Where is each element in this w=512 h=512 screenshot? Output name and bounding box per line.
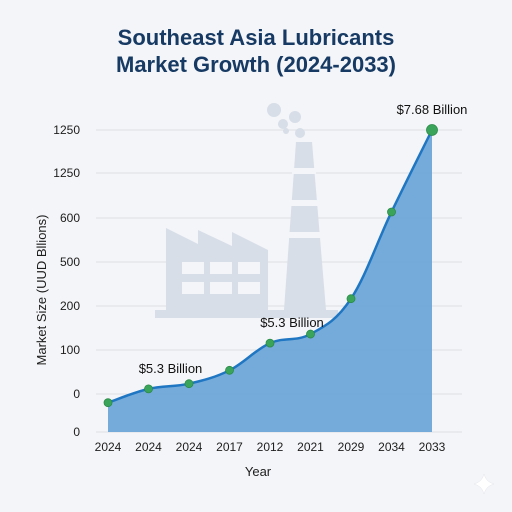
x-tick-label: 2017 xyxy=(216,440,243,454)
data-point xyxy=(265,338,275,348)
data-point xyxy=(184,379,194,389)
factory-window xyxy=(210,262,232,274)
y-tick-label: 500 xyxy=(60,255,80,269)
smoke-puff xyxy=(295,128,305,138)
factory-chimney xyxy=(284,142,326,310)
data-point xyxy=(144,384,153,394)
factory-window xyxy=(182,262,204,274)
y-tick-label: 1250 xyxy=(53,123,80,137)
data-point xyxy=(225,365,234,375)
x-tick-label: 2021 xyxy=(297,440,324,454)
data-label: $5.3 Billion xyxy=(139,361,203,376)
x-tick-label: 2033 xyxy=(419,440,446,454)
data-markers xyxy=(103,124,438,408)
y-tick-label: 200 xyxy=(60,299,80,313)
area-fill xyxy=(108,130,432,432)
x-axis-label: Year xyxy=(245,464,272,479)
series-line xyxy=(107,129,434,404)
chart-title-line-2: Market Growth (2024-2033) xyxy=(116,52,396,77)
y-tick-label: 100 xyxy=(60,343,80,357)
smoke-puff xyxy=(289,111,301,123)
sparkle-icon xyxy=(473,473,495,495)
x-tick-label: 2024 xyxy=(95,440,122,454)
y-axis-label: Market Size (UUD Bllions) xyxy=(34,215,49,366)
y-tick-label: 1250 xyxy=(53,166,80,180)
data-point xyxy=(103,398,113,408)
data-point xyxy=(426,124,438,136)
x-tick-label: 2024 xyxy=(176,440,203,454)
factory-window xyxy=(210,282,232,294)
y-tick-label: 0 xyxy=(73,387,80,401)
y-axis-ticks: 1250 1250 600 500 200 100 0 0 xyxy=(53,123,80,439)
x-tick-label: 2029 xyxy=(338,440,365,454)
factory-illustration xyxy=(155,103,338,318)
data-label: $7.68 Billion xyxy=(397,102,468,117)
chimney-stripe xyxy=(290,200,318,206)
chart-title: Southeast Asia Lubricants Market Growth … xyxy=(0,24,512,78)
data-label: $5.3 Billion xyxy=(260,315,324,330)
annotations: $5.3 Billion $5.3 Billion $7.68 Billion xyxy=(139,102,468,376)
data-point xyxy=(346,294,356,304)
factory-window xyxy=(238,282,260,294)
smoke-puff xyxy=(278,119,288,129)
x-tick-label: 2024 xyxy=(135,440,162,454)
y-tick-label: 0 xyxy=(73,425,80,439)
smoke-puff xyxy=(283,128,289,134)
factory-window xyxy=(238,262,260,274)
x-axis-ticks: 2024 2024 2024 2017 2012 2021 2029 2034 2033 xyxy=(95,440,446,454)
factory-window xyxy=(182,282,204,294)
data-point xyxy=(387,207,396,217)
x-tick-label: 2034 xyxy=(378,440,405,454)
y-tick-label: 600 xyxy=(60,211,80,225)
smoke-puff xyxy=(267,103,281,117)
factory-base xyxy=(155,310,338,318)
chimney-stripe xyxy=(292,168,316,174)
chimney-stripe xyxy=(288,232,320,238)
data-point xyxy=(306,329,315,339)
chart-title-line-1: Southeast Asia Lubricants xyxy=(117,25,395,50)
x-tick-label: 2012 xyxy=(257,440,284,454)
